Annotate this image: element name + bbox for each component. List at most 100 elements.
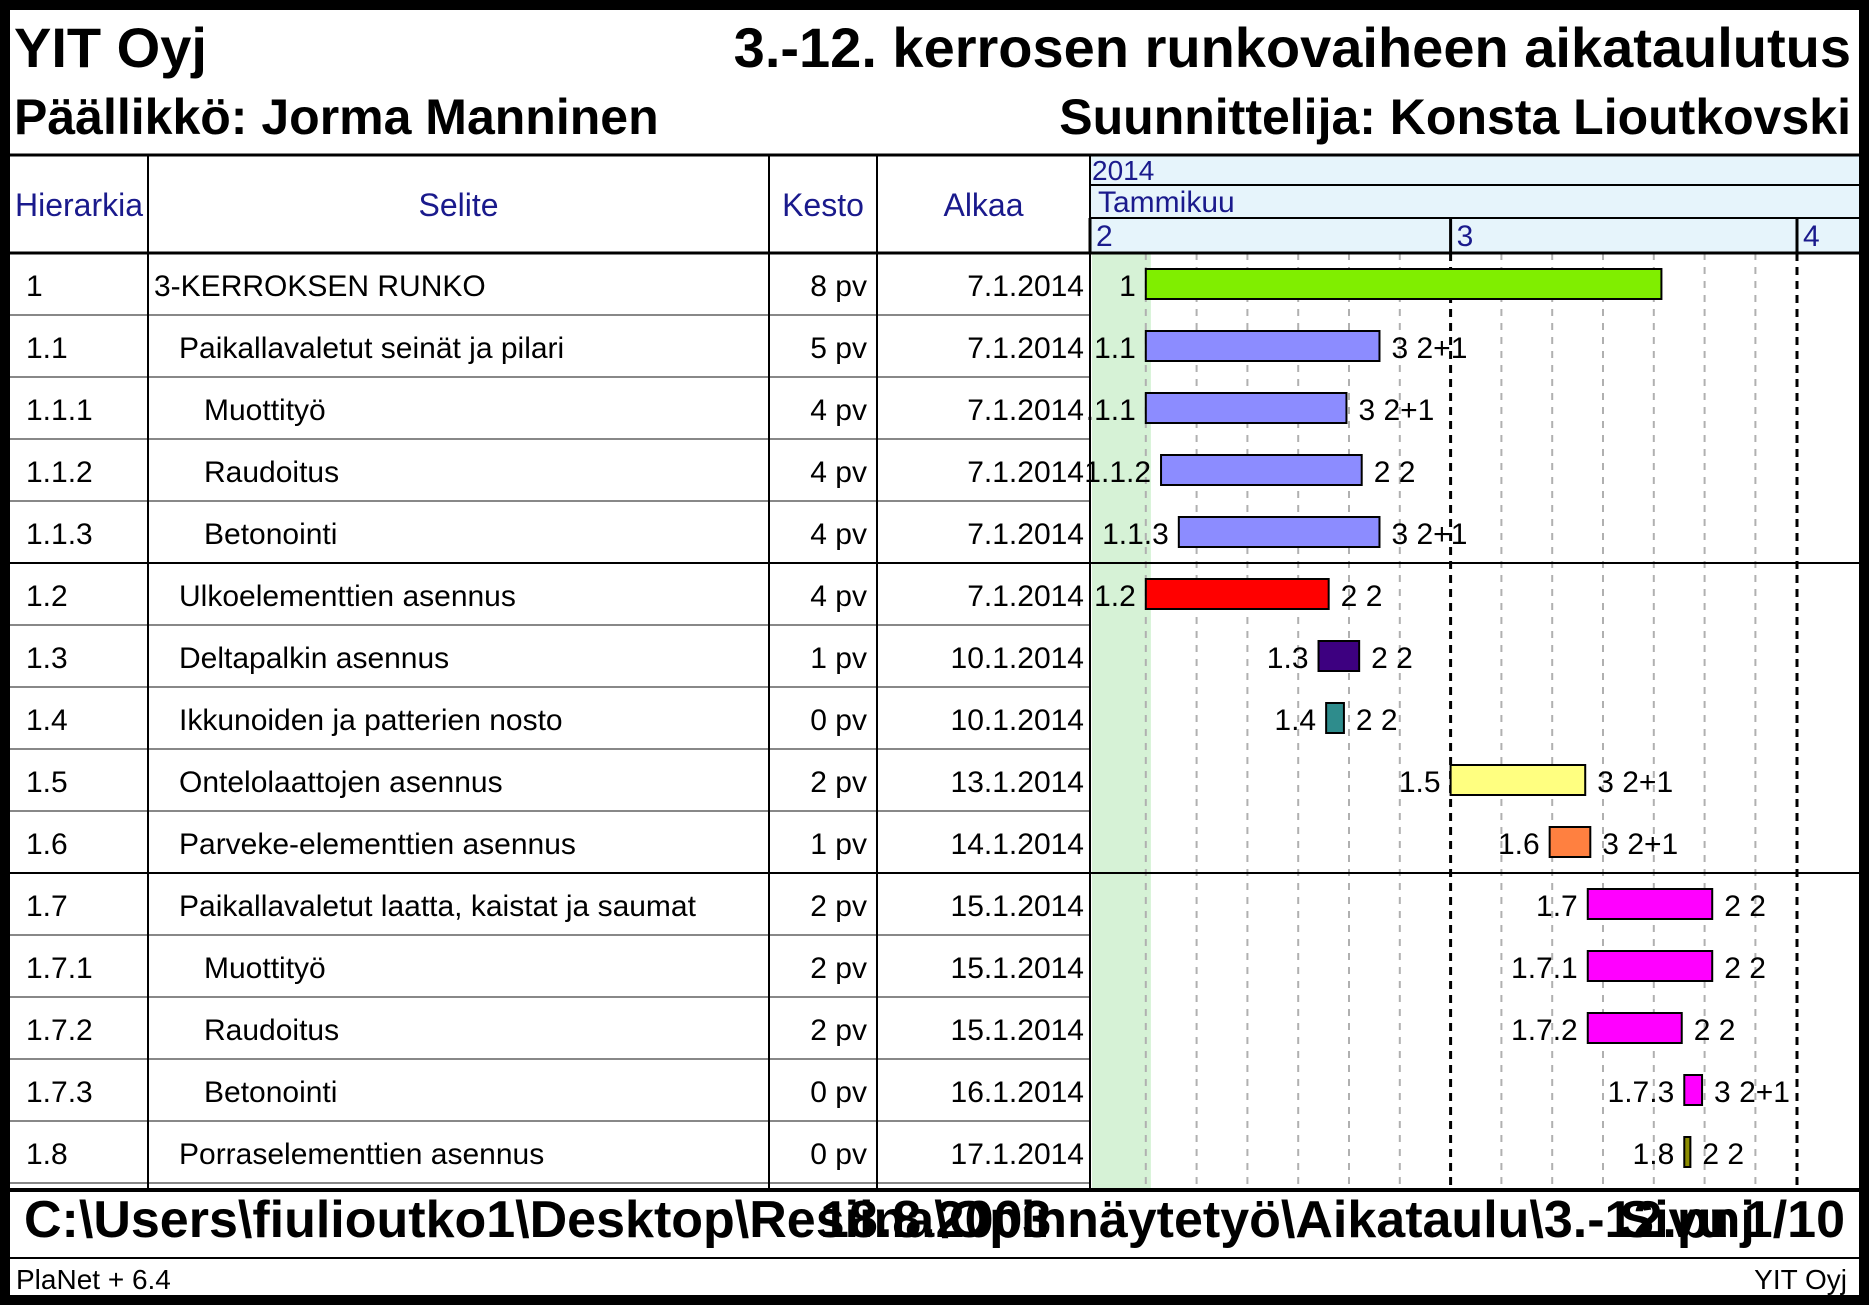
task-bar xyxy=(1144,392,1348,424)
task-hierarchy: 1.1.1 xyxy=(26,394,93,427)
company-title: YIT Oyj xyxy=(14,16,207,79)
task-start: 16.1.2014 xyxy=(951,1076,1084,1109)
task-duration: 1 pv xyxy=(810,642,867,675)
task-bar xyxy=(1548,826,1592,858)
task-description: Ikkunoiden ja patterien nosto xyxy=(179,704,563,737)
footer-page-number: Sivu 1/10 xyxy=(1619,1191,1845,1249)
task-bar-after-label: 2 2 xyxy=(1702,1138,1744,1171)
task-bar xyxy=(1144,268,1663,300)
task-start: 10.1.2014 xyxy=(951,642,1084,675)
column-header-description: Selite xyxy=(418,187,498,223)
task-duration: 4 pv xyxy=(810,456,867,489)
task-bar-after-label: 3 2+1 xyxy=(1602,828,1678,861)
task-bar-after-label: 2 2 xyxy=(1341,580,1383,613)
task-hierarchy: 1.2 xyxy=(26,580,68,613)
task-bar-after-label: 2 2 xyxy=(1356,704,1398,737)
task-bar xyxy=(1144,578,1330,610)
task-bar-label: 1.7.3 xyxy=(1608,1076,1675,1109)
task-description: Deltapalkin asennus xyxy=(179,642,449,675)
task-duration: 4 pv xyxy=(810,518,867,551)
task-start: 7.1.2014 xyxy=(967,394,1084,427)
footer-date: 18.8.2003 xyxy=(820,1191,1052,1249)
task-hierarchy: 1.7.3 xyxy=(26,1076,93,1109)
task-hierarchy: 1.5 xyxy=(26,766,68,799)
task-description: Porraselementtien asennus xyxy=(179,1138,544,1171)
task-description: Parveke-elementtien asennus xyxy=(179,828,576,861)
task-bar xyxy=(1586,950,1714,982)
task-duration: 1 pv xyxy=(810,828,867,861)
task-bar-label: 1.7.1 xyxy=(1511,952,1578,985)
task-start: 15.1.2014 xyxy=(951,1014,1084,1047)
task-start: 10.1.2014 xyxy=(951,704,1084,737)
task-bar-label: 1.6 xyxy=(1498,828,1540,861)
task-duration: 0 pv xyxy=(810,1076,867,1109)
planner-label: Suunnittelija: Konsta Lioutkovski xyxy=(1059,89,1851,145)
task-bar-after-label: 2 2 xyxy=(1371,642,1413,675)
task-start: 17.1.2014 xyxy=(951,1138,1084,1171)
task-hierarchy: 1.8 xyxy=(26,1138,68,1171)
task-bar xyxy=(1160,454,1363,486)
task-start: 15.1.2014 xyxy=(951,890,1084,923)
task-bar-label: 1 xyxy=(1119,270,1136,303)
task-start: 7.1.2014 xyxy=(967,518,1084,551)
task-bar-after-label: 2 2 xyxy=(1694,1014,1736,1047)
task-duration: 4 pv xyxy=(810,580,867,613)
week-label: 4 xyxy=(1803,220,1820,253)
task-start: 7.1.2014 xyxy=(967,580,1084,613)
task-hierarchy: 1.7 xyxy=(26,890,68,923)
task-duration: 2 pv xyxy=(810,1014,867,1047)
task-bar-label: 1.8 xyxy=(1633,1138,1675,1171)
task-start: 15.1.2014 xyxy=(951,952,1084,985)
footer-software: PlaNet + 6.4 xyxy=(16,1264,171,1295)
task-start: 13.1.2014 xyxy=(951,766,1084,799)
footer-company: YIT Oyj xyxy=(1754,1264,1847,1295)
task-description: Muottityö xyxy=(204,952,326,985)
task-bar-label: 1.3 xyxy=(1267,642,1309,675)
task-bar-label: 1.2 xyxy=(1094,580,1136,613)
task-duration: 2 pv xyxy=(810,952,867,985)
task-description: Betonointi xyxy=(204,1076,337,1109)
task-description: Raudoitus xyxy=(204,456,339,489)
task-hierarchy: 1.7.2 xyxy=(26,1014,93,1047)
footer-file-path: C:\Users\fiulioutko1\Desktop\Resiina\Opi… xyxy=(24,1191,1755,1249)
task-bar xyxy=(1325,702,1345,734)
page-title: 3.-12. kerrosen runkovaiheen aikataulutu… xyxy=(733,16,1851,79)
task-bar-after-label: 3 2+1 xyxy=(1714,1076,1790,1109)
task-bar-after-label: 2 2 xyxy=(1724,952,1766,985)
today-band xyxy=(1092,253,1151,1190)
task-description: 3-KERROKSEN RUNKO xyxy=(154,270,486,303)
task-hierarchy: 1.3 xyxy=(26,642,68,675)
task-bar-label: 1.1.2 xyxy=(1084,456,1151,489)
task-bar-label: 1.5 xyxy=(1399,766,1441,799)
task-bar-after-label: 3 2+1 xyxy=(1391,332,1467,365)
task-bar xyxy=(1586,1012,1683,1044)
task-hierarchy: 1 xyxy=(26,270,43,303)
task-bar xyxy=(1683,1074,1704,1106)
column-header-start: Alkaa xyxy=(943,187,1023,223)
task-hierarchy: 1.1.2 xyxy=(26,456,93,489)
task-bar xyxy=(1144,330,1381,362)
task-bar-label: 1.4 xyxy=(1274,704,1316,737)
task-duration: 0 pv xyxy=(810,1138,867,1171)
week-label: 2 xyxy=(1096,220,1113,253)
task-bar xyxy=(1683,1136,1692,1168)
task-hierarchy: 1.1 xyxy=(26,332,68,365)
task-bar xyxy=(1317,640,1361,672)
task-bar-label: 1.7.2 xyxy=(1511,1014,1578,1047)
task-duration: 2 pv xyxy=(810,766,867,799)
task-start: 14.1.2014 xyxy=(951,828,1084,861)
task-duration: 4 pv xyxy=(810,394,867,427)
task-hierarchy: 1.6 xyxy=(26,828,68,861)
timescale-year: 2014 xyxy=(1092,155,1154,186)
task-bar-label: 1.1.3 xyxy=(1102,518,1169,551)
task-description: Ontelolaattojen asennus xyxy=(179,766,503,799)
task-bar-label: .1.1 xyxy=(1086,394,1136,427)
task-duration: 8 pv xyxy=(810,270,867,303)
task-bar-label: 1.7 xyxy=(1536,890,1578,923)
task-bar-after-label: 2 2 xyxy=(1724,890,1766,923)
task-hierarchy: 1.4 xyxy=(26,704,68,737)
task-hierarchy: 1.1.3 xyxy=(26,518,93,551)
task-bar-after-label: 3 2+1 xyxy=(1391,518,1467,551)
